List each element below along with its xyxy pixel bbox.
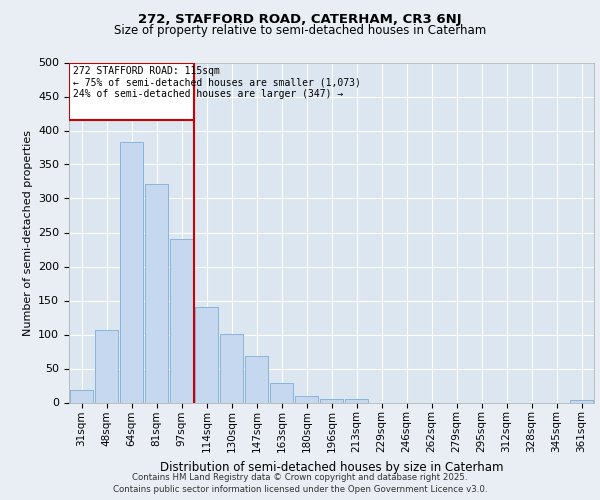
Bar	[120, 142, 143, 403]
Bar	[245, 356, 268, 403]
Bar	[95, 330, 118, 402]
Text: 24% of semi-detached houses are larger (347) →: 24% of semi-detached houses are larger (…	[73, 89, 343, 99]
FancyBboxPatch shape	[69, 62, 194, 120]
Bar	[270, 384, 293, 402]
Text: 272, STAFFORD ROAD, CATERHAM, CR3 6NJ: 272, STAFFORD ROAD, CATERHAM, CR3 6NJ	[138, 12, 462, 26]
Bar	[195, 308, 218, 402]
Bar	[320, 399, 343, 402]
X-axis label: Distribution of semi-detached houses by size in Caterham: Distribution of semi-detached houses by …	[160, 460, 503, 473]
Text: Size of property relative to semi-detached houses in Caterham: Size of property relative to semi-detach…	[114, 24, 486, 37]
Text: 272 STAFFORD ROAD: 115sqm: 272 STAFFORD ROAD: 115sqm	[73, 66, 220, 76]
Bar	[295, 396, 318, 402]
Text: ← 75% of semi-detached houses are smaller (1,073): ← 75% of semi-detached houses are smalle…	[73, 78, 361, 88]
Bar	[70, 390, 93, 402]
Bar	[570, 400, 593, 402]
Bar	[170, 240, 193, 402]
Y-axis label: Number of semi-detached properties: Number of semi-detached properties	[23, 130, 32, 336]
Text: Contains HM Land Registry data © Crown copyright and database right 2025.
Contai: Contains HM Land Registry data © Crown c…	[113, 473, 487, 494]
Bar	[145, 184, 168, 402]
Bar	[220, 334, 243, 402]
Bar	[345, 399, 368, 402]
